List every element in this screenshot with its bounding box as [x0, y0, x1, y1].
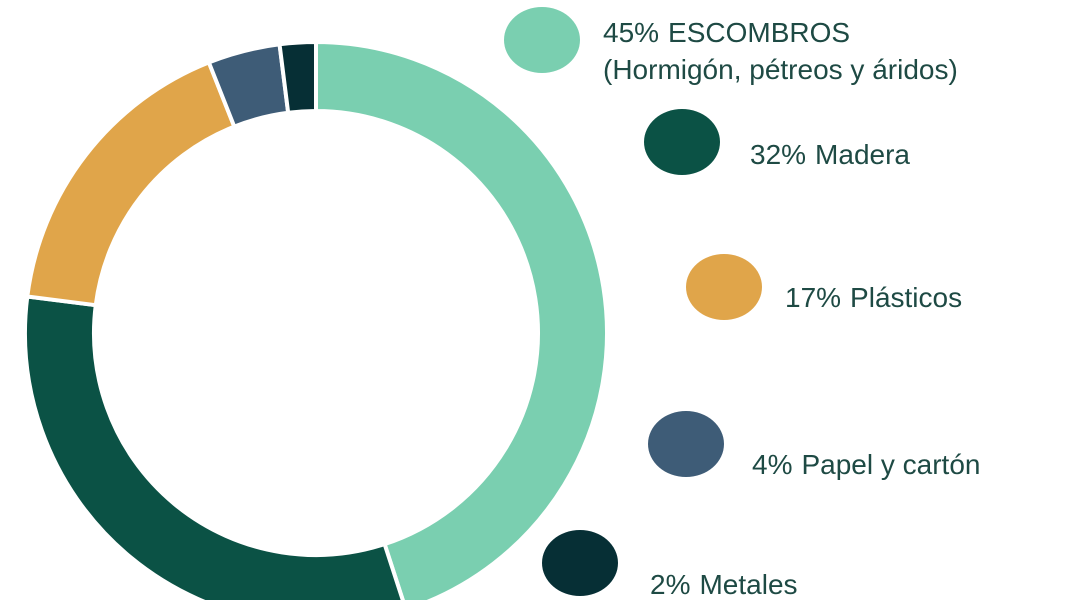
legend-name: Plásticos [850, 282, 963, 313]
legend-value: 32% [750, 139, 807, 170]
donut-segment [314, 39, 609, 600]
legend-label: 32% Madera [750, 136, 910, 173]
legend-label: 4% Papel y cartón [752, 446, 980, 483]
donut-segment [25, 59, 237, 308]
legend-swatch [644, 109, 720, 175]
legend-swatch [648, 411, 724, 477]
legend-name: Metales [699, 569, 798, 600]
legend-label: 2% Metales [650, 566, 798, 603]
legend-value: 2% [650, 569, 691, 600]
legend-label: 17% Plásticos [785, 279, 962, 316]
legend-value: 4% [752, 449, 793, 480]
legend-swatch [686, 254, 762, 320]
legend-value: 17% [785, 282, 842, 313]
legend-swatch [504, 7, 580, 73]
donut-segment [277, 39, 318, 115]
donut-segment [23, 294, 405, 600]
legend-value: 45% [603, 17, 660, 48]
legend-swatch [542, 530, 618, 596]
legend-name: ESCOMBROS (Hormigón, pétreos y áridos) [603, 17, 958, 85]
legend-name: Papel y cartón [801, 449, 981, 480]
legend-label: 45% ESCOMBROS (Hormigón, pétreos y áridos… [603, 14, 958, 88]
legend-name: Madera [815, 139, 910, 170]
